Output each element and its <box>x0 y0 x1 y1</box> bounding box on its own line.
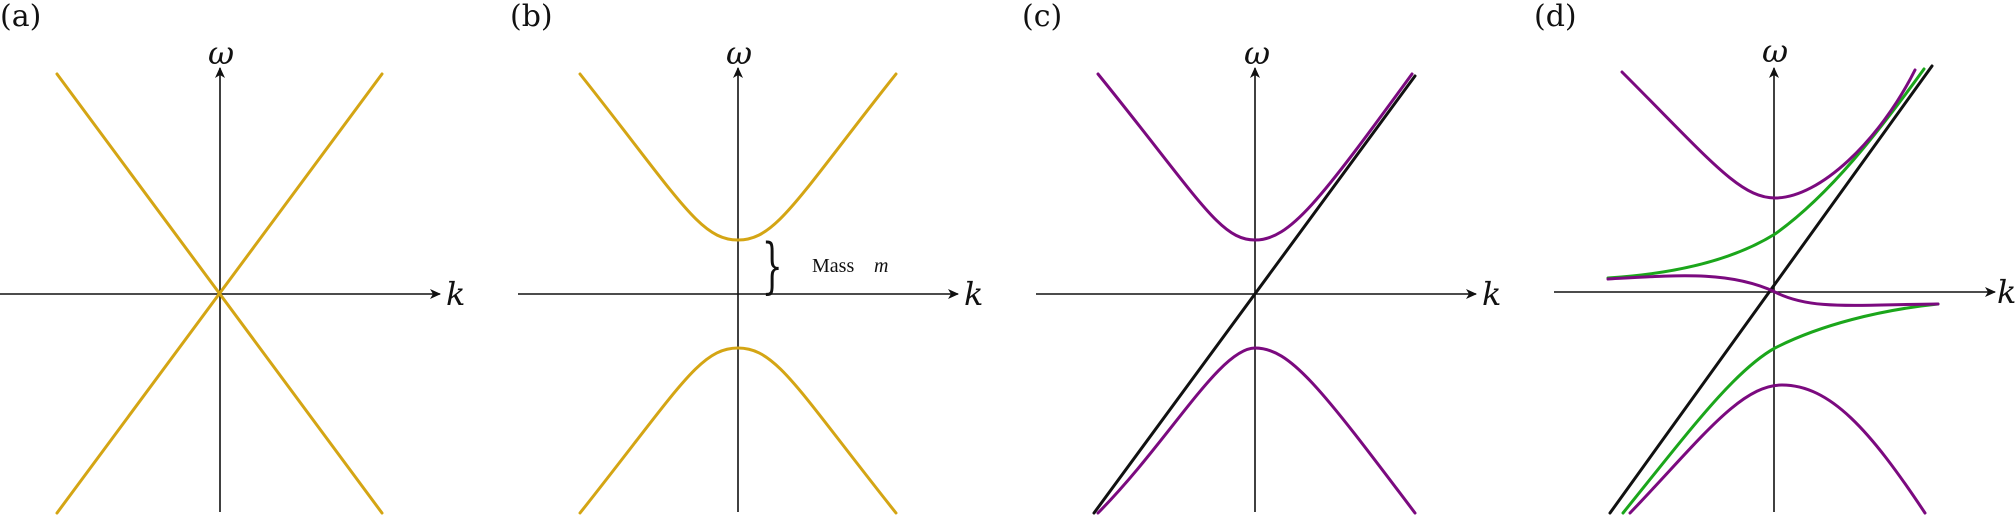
purple-lower-branch-d <box>1628 383 1927 515</box>
panel-label-c: (c) <box>1022 0 1062 34</box>
panel-label-a: (a) <box>0 0 41 34</box>
panel-a: (a) ω k <box>0 0 465 515</box>
panel-d: (d) ω k <box>1534 0 2016 515</box>
mass-gap-label: Mass <box>812 255 854 277</box>
upper-branch-c <box>1096 72 1414 242</box>
dirac-cone-line-falling <box>55 72 384 515</box>
lower-branch-c <box>1096 346 1417 515</box>
photon-line <box>1092 74 1417 515</box>
mass-gap-brace: } <box>762 231 783 300</box>
mass-symbol: m <box>874 255 888 277</box>
k-label-a: k <box>446 275 465 313</box>
omega-label-b: ω <box>726 34 752 72</box>
k-label-d: k <box>1997 273 2016 311</box>
green-lower-branch <box>1621 302 1940 515</box>
omega-label-d: ω <box>1762 32 1788 70</box>
panel-label-b: (b) <box>510 0 553 34</box>
k-label-c: k <box>1482 275 1501 313</box>
panel-b: (b) ω k } Mass m <box>510 0 983 515</box>
k-label-b: k <box>964 275 983 313</box>
panel-c: (c) ω k <box>1022 0 1501 515</box>
panel-label-d: (d) <box>1534 0 1577 34</box>
green-upper-branch <box>1606 67 1926 280</box>
omega-label-a: ω <box>208 34 234 72</box>
massive-upper-branch <box>578 72 898 242</box>
purple-upper-branch-d <box>1620 68 1917 200</box>
massive-lower-branch <box>578 346 898 515</box>
omega-label-c: ω <box>1244 34 1270 72</box>
purple-middle-branch-d <box>1606 274 1940 307</box>
